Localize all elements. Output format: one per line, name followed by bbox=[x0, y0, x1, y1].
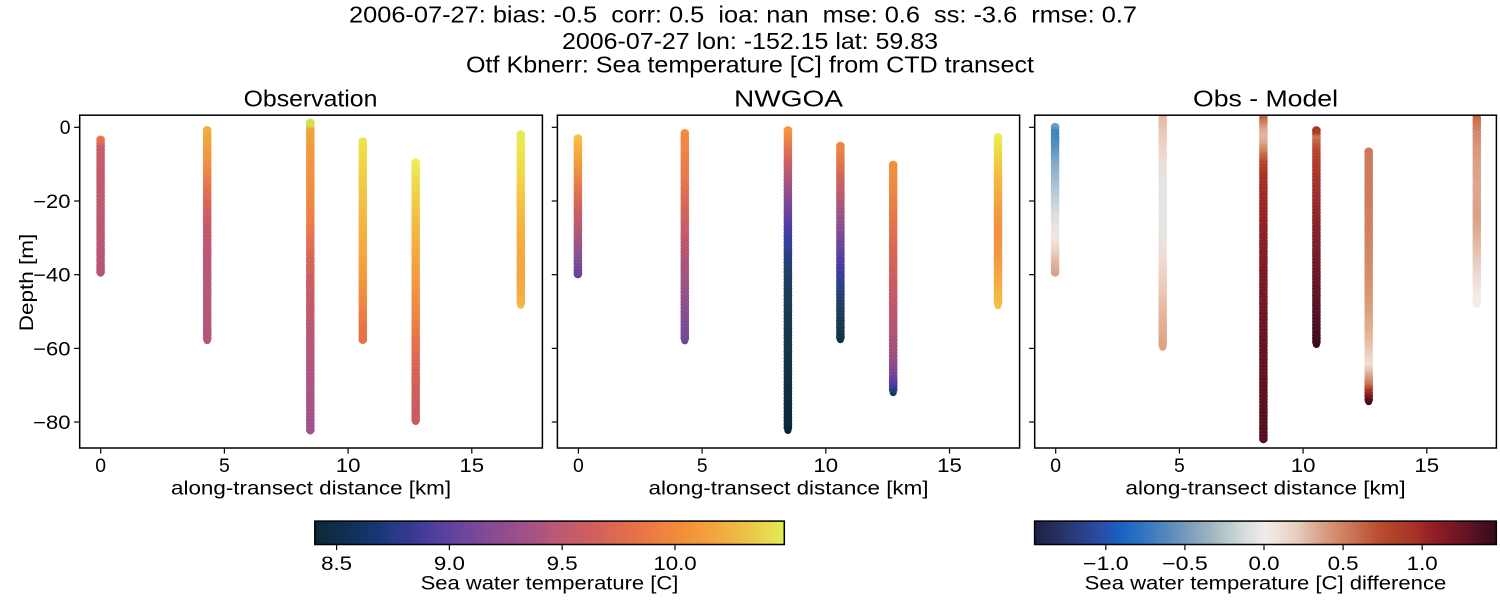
svg-text:10: 10 bbox=[336, 455, 361, 477]
svg-text:along-transect distance [km]: along-transect distance [km] bbox=[171, 478, 451, 500]
svg-text:Otf Kbnerr: Sea temperature [C: Otf Kbnerr: Sea temperature [C] from CTD… bbox=[466, 52, 1035, 78]
svg-text:2006-07-27: bias: -0.5 corr:: 2006-07-27: bias: -0.5 corr: 0.5 ioa: na… bbox=[349, 1, 1137, 27]
svg-text:−1.0: −1.0 bbox=[1083, 553, 1129, 575]
svg-text:5: 5 bbox=[219, 455, 230, 477]
svg-text:5: 5 bbox=[1174, 455, 1185, 477]
svg-text:0.0: 0.0 bbox=[1249, 553, 1280, 575]
svg-text:−80: −80 bbox=[33, 412, 71, 434]
svg-text:10: 10 bbox=[1291, 455, 1316, 477]
svg-text:9.5: 9.5 bbox=[547, 553, 578, 575]
svg-text:NWGOA: NWGOA bbox=[734, 86, 844, 112]
svg-text:−60: −60 bbox=[33, 338, 71, 360]
svg-text:10.0: 10.0 bbox=[653, 553, 697, 575]
svg-text:Observation: Observation bbox=[244, 86, 378, 112]
svg-text:8.5: 8.5 bbox=[321, 553, 352, 575]
svg-text:15: 15 bbox=[937, 455, 962, 477]
svg-text:0: 0 bbox=[60, 117, 71, 139]
svg-text:15: 15 bbox=[459, 455, 484, 477]
svg-text:0.5: 0.5 bbox=[1328, 553, 1359, 575]
svg-text:Depth [m]: Depth [m] bbox=[16, 234, 38, 332]
svg-text:0: 0 bbox=[1050, 455, 1061, 477]
svg-text:15: 15 bbox=[1414, 455, 1439, 477]
svg-text:along-transect distance [km]: along-transect distance [km] bbox=[1126, 478, 1406, 500]
svg-text:along-transect distance [km]: along-transect distance [km] bbox=[649, 478, 929, 500]
svg-text:Obs - Model: Obs - Model bbox=[1193, 86, 1338, 112]
svg-text:5: 5 bbox=[697, 455, 708, 477]
svg-text:Sea water temperature [C]: Sea water temperature [C] bbox=[421, 573, 679, 595]
svg-text:0: 0 bbox=[95, 455, 106, 477]
svg-text:−40: −40 bbox=[33, 265, 71, 287]
svg-text:0: 0 bbox=[573, 455, 584, 477]
svg-text:2006-07-27 lon: -152.15 lat: 5: 2006-07-27 lon: -152.15 lat: 59.83 bbox=[562, 28, 938, 54]
svg-text:−0.5: −0.5 bbox=[1162, 553, 1208, 575]
svg-text:Sea water temperature [C] diff: Sea water temperature [C] difference bbox=[1085, 573, 1447, 595]
svg-text:−20: −20 bbox=[33, 191, 71, 213]
svg-text:10: 10 bbox=[813, 455, 838, 477]
svg-text:1.0: 1.0 bbox=[1407, 553, 1438, 575]
svg-text:9.0: 9.0 bbox=[434, 553, 465, 575]
